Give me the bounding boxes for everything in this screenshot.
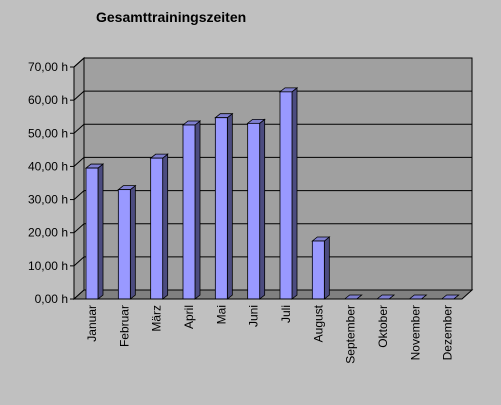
x-tick-label: September: [344, 305, 358, 364]
x-tick-label: Januar: [85, 305, 99, 342]
gridline: [73, 57, 472, 68]
bar-side: [226, 112, 233, 300]
bar-märz: [149, 153, 169, 300]
bar-front: [214, 117, 228, 300]
gridline: [73, 156, 472, 167]
y-tick-label: 20,00 h: [28, 226, 68, 240]
bar-februar: [117, 184, 137, 300]
bar-front: [247, 122, 261, 300]
x-tick-label: April: [182, 305, 196, 329]
x-tick-label: Dezember: [441, 305, 455, 360]
bar-front: [182, 124, 196, 300]
bar-mai: [214, 112, 234, 300]
bar-side: [129, 184, 136, 300]
bar-juli: [278, 87, 299, 300]
y-tick-label: 10,00 h: [28, 259, 68, 273]
bar-front: [311, 240, 325, 300]
x-tick-label: November: [408, 305, 422, 360]
x-tick-label: Juli: [279, 305, 293, 323]
bars: [84, 87, 460, 300]
bar-front: [150, 157, 164, 300]
x-tick-label: Februar: [117, 305, 131, 347]
x-axis: Januar Februar März April Mai Juni Juli August S…: [74, 298, 462, 364]
gridline: [73, 223, 472, 234]
bar-januar: [84, 163, 105, 300]
x-tick-label: März: [150, 305, 164, 332]
bar-side: [323, 236, 330, 300]
y-axis: 0,00 h 10,00 h 20,00 h 30,00 h 40,00 h 50,00 …: [28, 60, 75, 306]
bar-side: [194, 120, 201, 300]
gridline: [73, 123, 472, 134]
y-tick-label: 0,00 h: [35, 292, 68, 306]
chart-title: Gesamttrainingszeiten: [96, 9, 246, 25]
bar-side: [291, 87, 298, 300]
bar-april: [181, 120, 202, 300]
y-tick-label: 70,00 h: [28, 60, 68, 74]
bar-august: [311, 236, 331, 300]
gridlines: [73, 57, 472, 267]
x-tick-label: August: [311, 304, 325, 342]
bar-front: [279, 91, 293, 300]
bar-side: [97, 163, 104, 300]
plot-back-wall: [83, 57, 473, 291]
y-tick-label: 40,00 h: [28, 159, 68, 173]
x-tick-label: Mai: [214, 305, 228, 324]
bar-juni: [246, 118, 266, 300]
x-tick-label: Oktober: [376, 305, 390, 348]
y-tick-label: 50,00 h: [28, 126, 68, 140]
bar-front: [117, 189, 131, 300]
gridline: [73, 190, 472, 200]
plot-side-wall: [73, 56, 85, 301]
x-tick-label: Juni: [247, 305, 261, 327]
bar-side: [259, 118, 266, 300]
bar-front: [85, 167, 99, 300]
bar-side: [162, 153, 169, 300]
y-tick-label: 30,00 h: [28, 193, 68, 207]
gridline: [73, 90, 472, 101]
gridline: [73, 256, 472, 267]
y-tick-label: 60,00 h: [28, 93, 68, 107]
